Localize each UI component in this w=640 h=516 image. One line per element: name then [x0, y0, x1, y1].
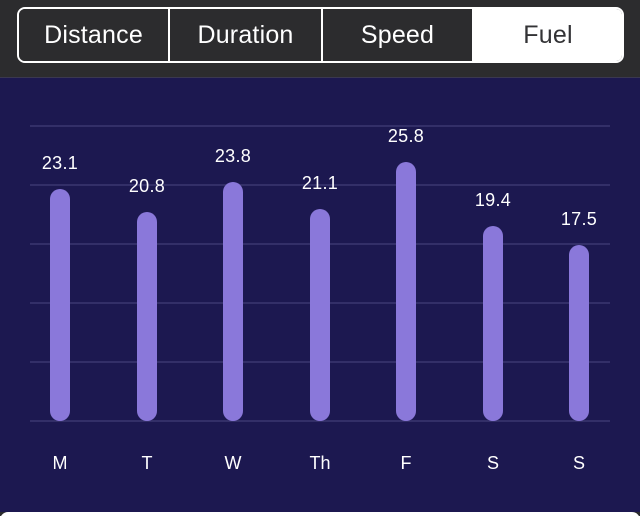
bottom-sheet — [0, 512, 640, 516]
gridline — [30, 125, 610, 127]
x-axis-label: F — [400, 453, 412, 473]
x-axis-label: M — [52, 453, 68, 473]
value-label: 23.1 — [41, 153, 79, 173]
bar-s-5[interactable] — [483, 226, 503, 421]
value-label: 25.8 — [387, 126, 425, 146]
bar-w-2[interactable] — [223, 182, 243, 421]
top-bar: Distance Duration Speed Fuel — [0, 0, 640, 78]
bar-f-4[interactable] — [396, 162, 416, 421]
bar-t-1[interactable] — [137, 212, 157, 421]
x-axis-label: S — [486, 453, 499, 473]
value-label: 23.8 — [214, 146, 252, 166]
value-label: 20.8 — [128, 176, 166, 196]
value-label: 17.5 — [560, 209, 598, 229]
segment-speed[interactable]: Speed — [321, 9, 472, 61]
value-label: 21.1 — [301, 173, 339, 193]
bar-s-6[interactable] — [569, 245, 589, 421]
x-axis-label: Th — [309, 453, 331, 473]
segment-fuel[interactable]: Fuel — [472, 9, 622, 61]
value-label: 19.4 — [474, 190, 512, 210]
fuel-bar-chart: 23.1 M 20.8 T 23.8 W 21.1 Th 25.8 F 19.4 S 17.5 S — [0, 78, 640, 512]
bar-th-3[interactable] — [310, 209, 330, 421]
metric-segmented-control: Distance Duration Speed Fuel — [17, 7, 624, 63]
x-axis-label: S — [572, 453, 585, 473]
gridline — [30, 420, 610, 422]
x-axis-label: T — [141, 453, 153, 473]
gridline — [30, 184, 610, 186]
segment-distance[interactable]: Distance — [19, 9, 168, 61]
x-axis-label: W — [224, 453, 242, 473]
bar-m-0[interactable] — [50, 189, 70, 421]
segment-duration[interactable]: Duration — [168, 9, 321, 61]
